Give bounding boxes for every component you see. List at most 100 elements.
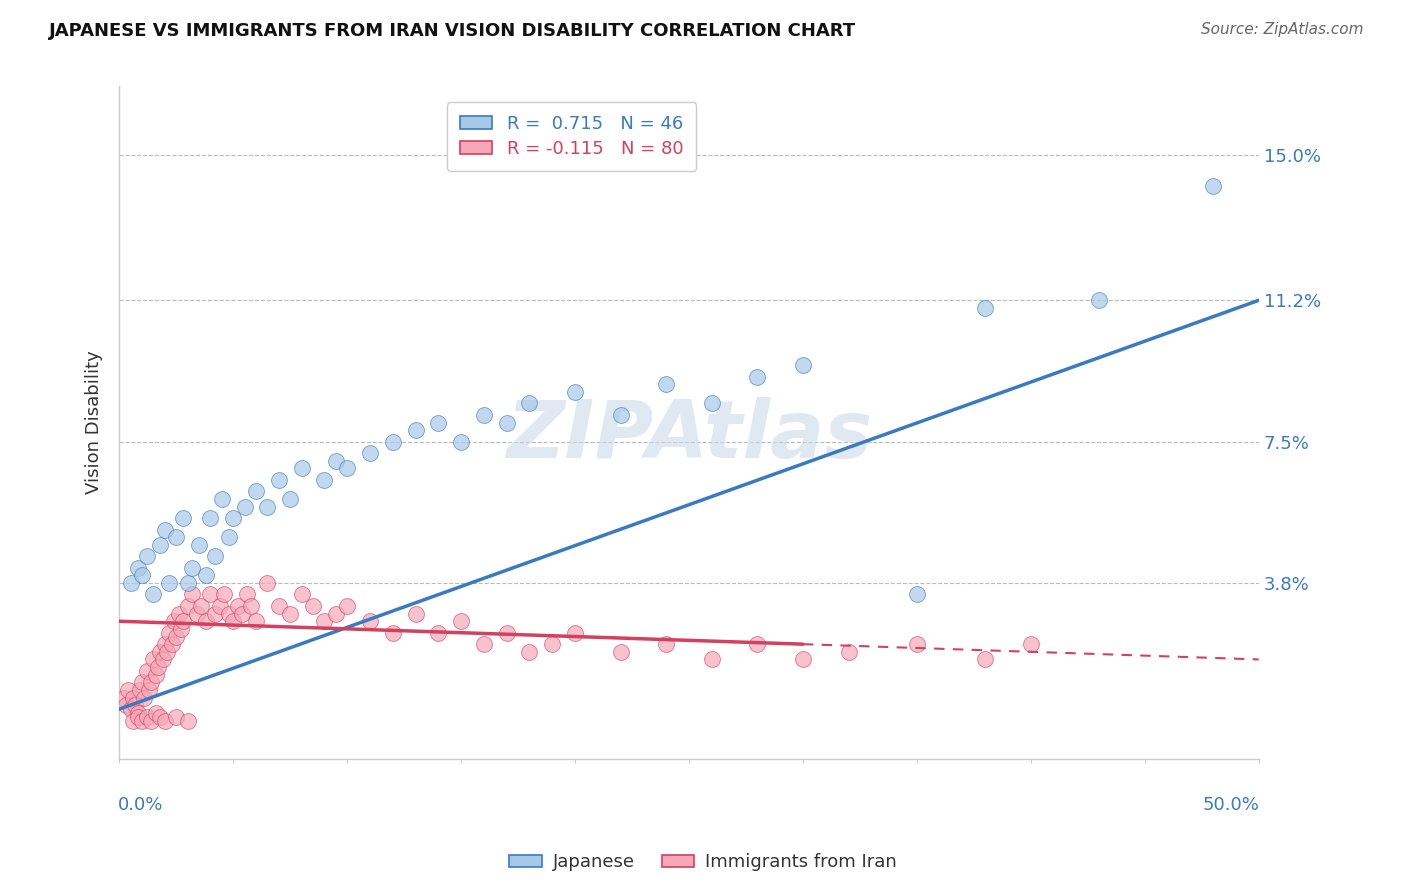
Point — [176, 714, 198, 728]
Point — [792, 358, 814, 372]
Point — [495, 625, 517, 640]
Point — [222, 614, 245, 628]
Point — [172, 511, 194, 525]
Point — [231, 607, 253, 621]
Point — [450, 434, 472, 449]
Point — [267, 473, 290, 487]
Point — [127, 560, 149, 574]
Point — [974, 301, 997, 315]
Point — [472, 408, 495, 422]
Point — [278, 491, 301, 506]
Point — [194, 568, 217, 582]
Point — [204, 607, 226, 621]
Point — [135, 549, 157, 564]
Point — [188, 538, 211, 552]
Point — [145, 667, 167, 681]
Point — [153, 637, 176, 651]
Point — [172, 614, 194, 628]
Point — [792, 652, 814, 666]
Point — [564, 384, 586, 399]
Point — [427, 416, 450, 430]
Point — [131, 568, 153, 582]
Point — [314, 614, 336, 628]
Point — [519, 396, 541, 410]
Point — [541, 637, 564, 651]
Point — [135, 664, 157, 678]
Point — [700, 652, 723, 666]
Point — [974, 652, 997, 666]
Point — [747, 369, 769, 384]
Point — [278, 607, 301, 621]
Point — [149, 645, 172, 659]
Point — [359, 446, 381, 460]
Point — [325, 607, 347, 621]
Point — [167, 607, 190, 621]
Point — [127, 706, 149, 720]
Point — [112, 690, 135, 705]
Point — [200, 511, 222, 525]
Point — [245, 484, 267, 499]
Point — [655, 377, 678, 392]
Point — [212, 587, 235, 601]
Point — [115, 698, 138, 713]
Point — [427, 625, 450, 640]
Point — [256, 500, 278, 514]
Point — [176, 576, 198, 591]
Point — [131, 675, 153, 690]
Legend: R =  0.715   N = 46, R = -0.115   N = 80: R = 0.715 N = 46, R = -0.115 N = 80 — [447, 102, 696, 170]
Point — [165, 630, 187, 644]
Point — [186, 607, 208, 621]
Point — [149, 538, 172, 552]
Text: 50.0%: 50.0% — [1204, 796, 1260, 814]
Point — [256, 576, 278, 591]
Point — [160, 637, 183, 651]
Point — [236, 587, 259, 601]
Point — [200, 587, 222, 601]
Point — [145, 706, 167, 720]
Point — [165, 530, 187, 544]
Point — [208, 599, 231, 613]
Point — [122, 714, 145, 728]
Point — [120, 576, 142, 591]
Point — [905, 637, 928, 651]
Point — [245, 614, 267, 628]
Point — [181, 560, 204, 574]
Point — [222, 511, 245, 525]
Point — [837, 645, 859, 659]
Point — [163, 614, 186, 628]
Point — [190, 599, 212, 613]
Point — [204, 549, 226, 564]
Point — [152, 652, 174, 666]
Point — [564, 625, 586, 640]
Point — [176, 599, 198, 613]
Point — [747, 637, 769, 651]
Point — [302, 599, 325, 613]
Text: 0.0%: 0.0% — [118, 796, 163, 814]
Point — [194, 614, 217, 628]
Point — [165, 710, 187, 724]
Point — [124, 698, 146, 713]
Point — [142, 587, 165, 601]
Point — [226, 599, 249, 613]
Point — [157, 625, 180, 640]
Point — [138, 683, 160, 698]
Point — [117, 683, 139, 698]
Point — [153, 523, 176, 537]
Point — [495, 416, 517, 430]
Point — [181, 587, 204, 601]
Point — [120, 702, 142, 716]
Point — [218, 607, 240, 621]
Text: JAPANESE VS IMMIGRANTS FROM IRAN VISION DISABILITY CORRELATION CHART: JAPANESE VS IMMIGRANTS FROM IRAN VISION … — [49, 22, 856, 40]
Point — [141, 714, 163, 728]
Point — [381, 625, 404, 640]
Point — [290, 461, 312, 475]
Point — [134, 690, 156, 705]
Point — [218, 530, 240, 544]
Point — [233, 500, 256, 514]
Point — [336, 461, 359, 475]
Point — [336, 599, 359, 613]
Point — [450, 614, 472, 628]
Point — [609, 408, 631, 422]
Point — [240, 599, 263, 613]
Point — [359, 614, 381, 628]
